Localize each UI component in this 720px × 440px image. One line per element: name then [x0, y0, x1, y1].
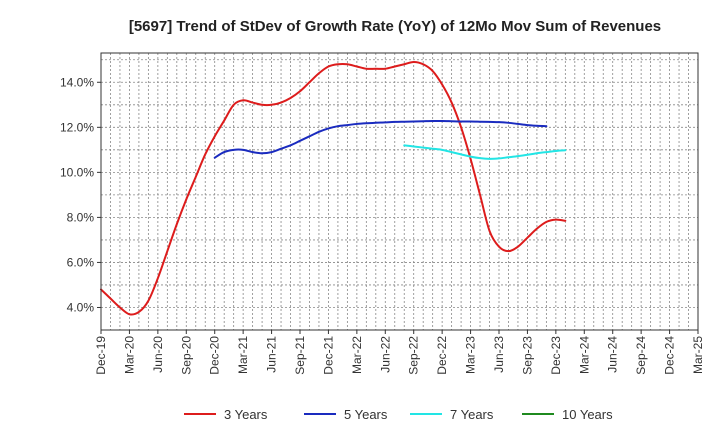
x-tick-label: Mar-23 — [464, 336, 478, 374]
x-tick-label: Mar-25 — [691, 336, 705, 374]
series-line-7-years — [403, 144, 567, 160]
x-tick-label: Mar-22 — [350, 336, 364, 374]
plot-area — [101, 53, 698, 330]
x-tick-label: Sep-23 — [520, 336, 534, 375]
grid-layer — [101, 53, 698, 330]
chart-title: [5697] Trend of StDev of Growth Rate (Yo… — [129, 18, 661, 35]
x-tick-label: Sep-20 — [179, 336, 193, 375]
plot-border — [100, 52, 699, 331]
y-tick-label: 6.0% — [67, 255, 95, 269]
series-line-3-years — [100, 61, 567, 316]
series-line-5-years — [213, 119, 548, 159]
x-tick-label: Sep-24 — [634, 336, 648, 375]
x-tick-label: Mar-20 — [122, 336, 136, 374]
x-tick-label: Sep-21 — [293, 336, 307, 375]
x-tick-label: Jun-23 — [492, 336, 506, 373]
y-tick-label: 12.0% — [60, 120, 94, 134]
y-tick-label: 4.0% — [67, 300, 95, 314]
x-tick-label: Jun-22 — [378, 336, 392, 373]
legend: 3 Years 5 Years 7 Years 10 Years — [184, 407, 613, 422]
legend-label-7-years: 7 Years — [450, 407, 494, 422]
y-tick-label: 14.0% — [60, 75, 94, 89]
x-tick-label: Dec-24 — [663, 336, 677, 375]
legend-label-10-years: 10 Years — [562, 407, 613, 422]
y-axis: 4.0% 6.0% 8.0% 10.0% 12.0% 14.0% — [60, 75, 101, 314]
x-tick-label: Sep-22 — [407, 336, 421, 375]
x-tick-label: Dec-23 — [549, 336, 563, 375]
y-tick-label: 10.0% — [60, 165, 94, 179]
x-tick-label: Dec-22 — [435, 336, 449, 375]
x-tick-label: Mar-24 — [577, 336, 591, 374]
legend-label-3-years: 3 Years — [224, 407, 268, 422]
x-axis: Dec-19 Mar-20 Jun-20 Sep-20 Dec-20 Mar-21 Jun-… — [94, 330, 705, 375]
x-tick-label: Jun-20 — [151, 336, 165, 373]
x-tick-label: Jun-24 — [606, 336, 620, 373]
x-tick-label: Mar-21 — [236, 336, 250, 374]
series-layer — [100, 61, 567, 316]
x-tick-label: Dec-20 — [208, 336, 222, 375]
legend-label-5-years: 5 Years — [344, 407, 388, 422]
y-tick-label: 8.0% — [67, 210, 95, 224]
x-tick-label: Dec-21 — [321, 336, 335, 375]
x-tick-label: Jun-21 — [265, 336, 279, 373]
x-tick-label: Dec-19 — [94, 336, 108, 375]
